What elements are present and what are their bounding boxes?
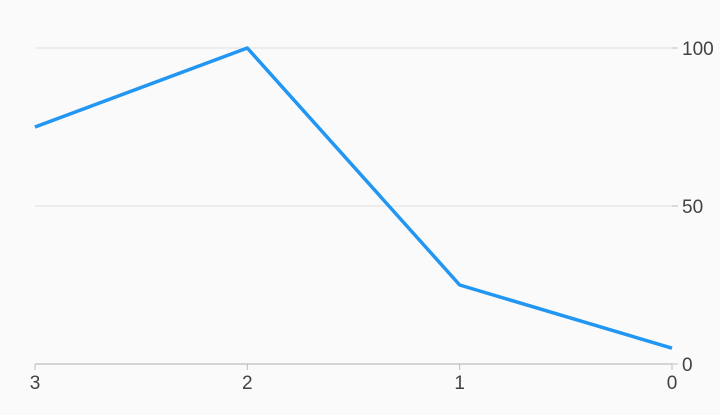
y-tick-label: 50: [682, 197, 703, 218]
x-tick-label: 3: [30, 373, 41, 394]
x-tick-label: 1: [454, 373, 465, 394]
x-tick-label: 0: [667, 373, 678, 394]
series-line-0: [35, 48, 672, 348]
y-tick-label: 0: [682, 355, 693, 376]
y-tick-label: 100: [682, 39, 714, 60]
x-tick-label: 2: [242, 373, 253, 394]
